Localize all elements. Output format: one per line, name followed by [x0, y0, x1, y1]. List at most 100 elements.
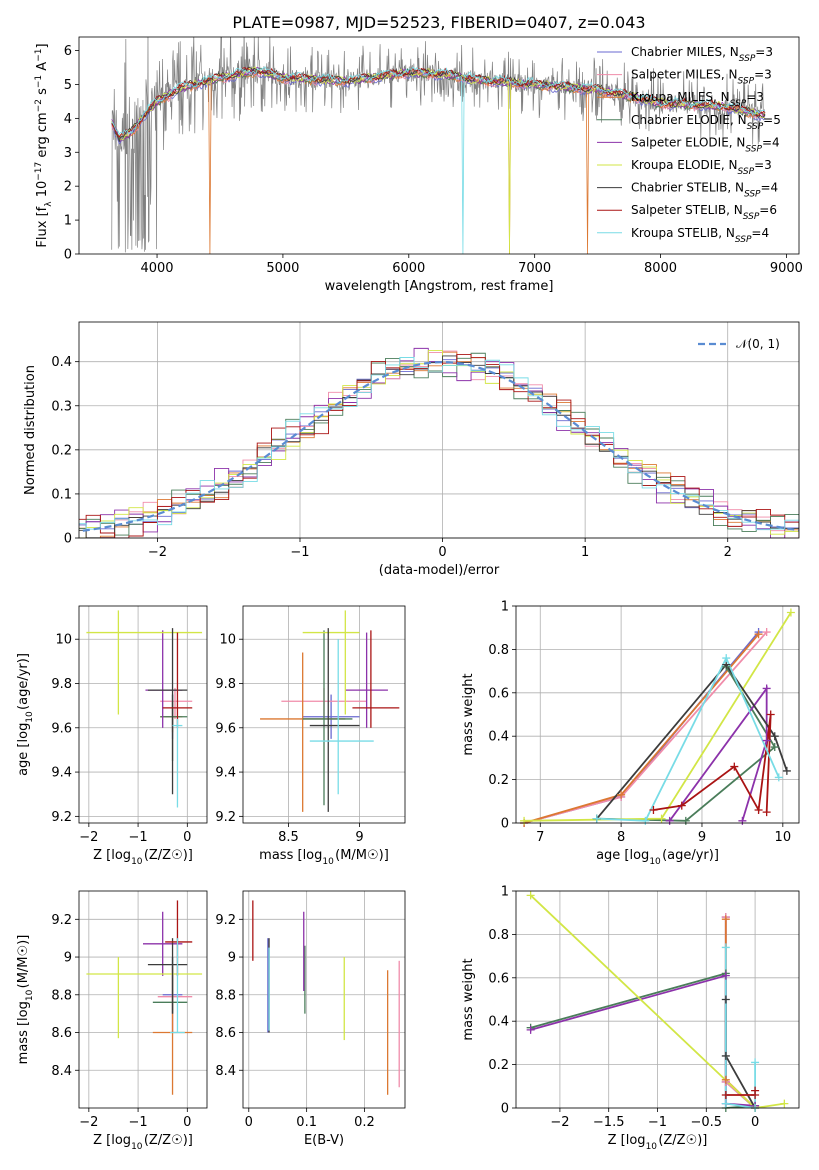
plus-marker	[721, 915, 730, 924]
y-axis-label: Normed distribution	[23, 365, 38, 495]
errorbar-point-salpeter-stelib	[162, 632, 193, 728]
y-tick-label: 9.8	[51, 677, 72, 692]
plus-marker	[762, 684, 771, 693]
mass-weight-series-kroupa-elodie	[530, 894, 785, 1108]
panel-spectrum: 4000 5000 6000 7000 8000 9000 0 1 2 3 4 5 6 Chabrier …	[34, 36, 803, 294]
plus-marker	[774, 773, 783, 782]
y-tick-label: 9.2	[215, 913, 236, 928]
residual-legend: 𝒩(0, 1)	[698, 337, 780, 351]
errorbar-point-chabrier-miles	[302, 694, 360, 739]
x-tick-label: 0	[183, 1115, 191, 1130]
x-tick-label: −0.5	[691, 1115, 723, 1130]
y-axis-label: age [log10 (age/yr)]	[16, 653, 35, 776]
plus-marker	[520, 816, 529, 825]
plus-marker	[762, 628, 771, 637]
plus-marker	[754, 805, 763, 814]
spectrum-legend: Chabrier MILES, NSSP=3 Salpeter MILES, NS…	[597, 45, 781, 245]
y-tick-label: 0.3	[51, 399, 72, 414]
plus-marker	[681, 816, 690, 825]
x-tick-label: 8000	[644, 261, 677, 276]
errorbar-point-kroupa-miles	[260, 652, 346, 812]
plot-area-mass_weight_vs_age	[523, 612, 792, 823]
x-tick-label: −1	[128, 830, 147, 845]
axes-frame	[242, 605, 406, 824]
errorbar-point-salpeter-stelib	[352, 630, 400, 728]
y-axis-label: mass weight	[461, 673, 476, 755]
plot-area-age_vs_metallicity	[86, 610, 203, 808]
x-tick-label: 5000	[266, 261, 299, 276]
y-tick-label: 0	[64, 532, 72, 547]
y-tick-label: 8.6	[51, 1026, 72, 1041]
y-tick-label: 0.1	[51, 487, 72, 502]
legend-label: Kroupa ELODIE, NSSP=3	[631, 158, 772, 177]
plus-marker	[721, 995, 730, 1004]
plus-marker	[782, 766, 791, 775]
plus-marker	[751, 1086, 760, 1095]
errorbar-point-kroupa-stelib	[309, 639, 374, 795]
mass-weight-series-chabrier-stelib	[596, 663, 788, 820]
axes-frame	[78, 36, 800, 255]
x-tick-label: 7000	[518, 261, 551, 276]
plot-area-age_vs_mass	[260, 610, 400, 812]
plus-marker	[770, 743, 779, 752]
plus-marker	[738, 816, 747, 825]
plus-marker	[751, 1058, 760, 1067]
x-axis-label: Z [log10 (Z/Z☉)]	[608, 1133, 708, 1152]
plot-area-spectrum	[111, 37, 766, 254]
y-tick-label: 0.4	[488, 1015, 509, 1030]
x-tick-label: −1	[290, 545, 309, 560]
errorbar-point-kroupa-stelib	[170, 938, 185, 1034]
plus-marker	[780, 1099, 789, 1108]
model-spectrum-kroupa-stelib	[111, 66, 766, 254]
plus-marker	[592, 814, 601, 823]
y-tick-label: 9.6	[215, 721, 236, 736]
model-spectrum-salpeter-elodie	[111, 66, 766, 142]
y-tick-label: 0.2	[51, 443, 72, 458]
x-tick-label: 0	[183, 830, 191, 845]
axes-frame	[78, 605, 208, 824]
legend-label: Chabrier STELIB, NSSP=4	[631, 181, 778, 200]
y-tick-label: 1	[501, 885, 509, 900]
y-tick-label: 9.2	[51, 810, 72, 825]
errorbar-point-kroupa-stelib	[172, 718, 183, 808]
plus-marker	[721, 1075, 730, 1084]
y-tick-label: 0.2	[488, 1058, 509, 1073]
x-tick-label: 7	[536, 830, 544, 845]
y-tick-label: 2	[64, 180, 72, 195]
x-tick-label: 8	[617, 830, 625, 845]
y-tick-label: 0.4	[51, 355, 72, 370]
errorbar-point-kroupa-elodie	[302, 610, 360, 715]
panel-mass_vs_metallicity: −2 −1 0 8.4 8.6 8.8 9 9.2 Z [log10 (Z/Z☉)] mass […	[16, 890, 208, 1152]
errorbar-point-chabrier-elodie	[152, 957, 188, 1014]
y-tick-label: 8.8	[51, 988, 72, 1003]
y-tick-label: 0.8	[488, 928, 509, 943]
y-tick-label: 9	[228, 951, 236, 966]
x-axis-label: age [log10 (age/yr)]	[596, 848, 719, 867]
y-tick-label: 0.4	[488, 730, 509, 745]
y-tick-label: 9.4	[51, 766, 72, 781]
plus-marker	[665, 816, 674, 825]
legend-label: Salpeter MILES, NSSP=3	[631, 68, 772, 87]
y-tick-label: 9.2	[51, 913, 72, 928]
plus-marker	[649, 805, 658, 814]
x-axis-label: wavelength [Angstrom, rest frame]	[325, 279, 554, 294]
x-tick-label: −1.5	[593, 1115, 625, 1130]
errorbar-point-chabrier-stelib	[147, 938, 188, 1014]
y-tick-label: 0	[501, 1102, 509, 1117]
plus-marker	[721, 971, 730, 980]
x-tick-label: −2	[148, 545, 167, 560]
y-tick-label: 0	[501, 817, 509, 832]
plus-marker	[722, 654, 731, 663]
axes-frame	[242, 890, 406, 1109]
plus-marker	[721, 1090, 730, 1099]
mass-weight-series-kroupa-stelib	[596, 655, 780, 822]
errorbar-point-chabrier-stelib	[309, 628, 360, 812]
y-tick-label: 9.8	[215, 677, 236, 692]
legend-label: Chabrier ELODIE, NSSP=5	[631, 113, 781, 132]
y-tick-label: 8.4	[51, 1064, 72, 1079]
panel-age_vs_mass: 8.5 9 9.2 9.4 9.6 9.8 10 mass [log10 (M/M☉)]	[215, 605, 406, 867]
x-tick-label: 0.2	[354, 1115, 375, 1130]
y-tick-label: 1	[64, 214, 72, 229]
x-tick-label: 6000	[392, 261, 425, 276]
